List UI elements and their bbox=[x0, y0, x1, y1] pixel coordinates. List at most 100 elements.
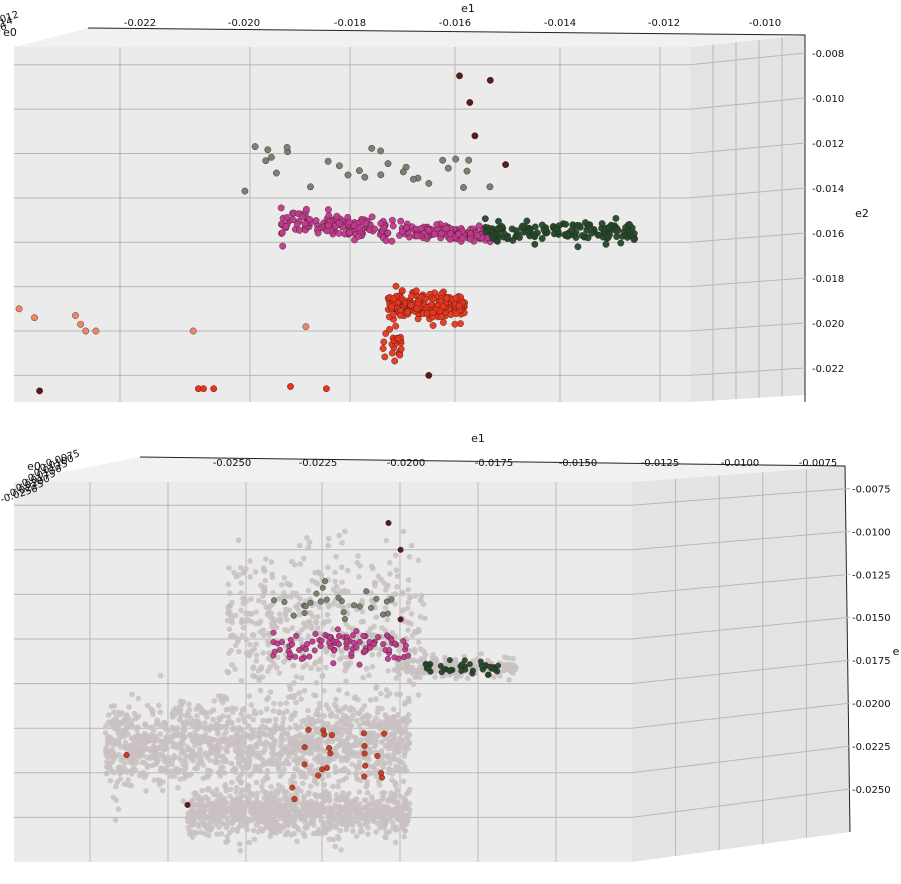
data-point bbox=[471, 132, 479, 140]
data-point bbox=[211, 698, 218, 704]
data-point bbox=[432, 674, 438, 680]
data-point bbox=[259, 741, 266, 747]
data-point bbox=[273, 624, 280, 631]
data-point bbox=[356, 603, 363, 610]
data-point bbox=[369, 722, 376, 729]
data-point bbox=[240, 595, 246, 602]
data-point bbox=[31, 314, 38, 322]
data-point bbox=[339, 821, 345, 827]
data-point bbox=[310, 746, 316, 752]
data-point bbox=[302, 603, 309, 610]
data-point bbox=[395, 816, 401, 822]
data-point bbox=[262, 157, 270, 165]
data-point bbox=[324, 764, 331, 771]
data-point bbox=[367, 644, 374, 651]
data-point bbox=[232, 747, 239, 754]
data-point bbox=[244, 748, 250, 755]
data-point bbox=[360, 730, 367, 737]
data-point bbox=[538, 235, 546, 242]
bottom-ylabel: e0 bbox=[27, 460, 41, 473]
data-point bbox=[437, 230, 445, 237]
data-point bbox=[439, 156, 447, 164]
data-point bbox=[345, 229, 353, 237]
data-point bbox=[333, 768, 340, 774]
data-point bbox=[224, 758, 230, 765]
data-point bbox=[375, 705, 381, 712]
data-point bbox=[137, 770, 144, 777]
data-point bbox=[299, 811, 306, 818]
gridline-side bbox=[631, 573, 851, 595]
data-point bbox=[277, 204, 285, 212]
data-point bbox=[345, 567, 351, 574]
data-point bbox=[342, 661, 349, 667]
data-point bbox=[218, 764, 224, 771]
data-point bbox=[158, 739, 164, 745]
data-point bbox=[400, 528, 407, 535]
data-point bbox=[344, 691, 350, 697]
data-point bbox=[227, 590, 233, 596]
data-point bbox=[228, 760, 235, 767]
data-point bbox=[385, 798, 391, 804]
data-point bbox=[386, 647, 393, 654]
data-point bbox=[261, 795, 267, 801]
data-point bbox=[516, 234, 523, 241]
z-tick-label: -0.0175 bbox=[852, 656, 891, 667]
data-point bbox=[256, 763, 263, 770]
data-point bbox=[439, 302, 447, 310]
x-tick-label: -0.0200 bbox=[387, 458, 426, 469]
data-point bbox=[298, 738, 305, 744]
data-point bbox=[325, 564, 331, 571]
data-point bbox=[156, 781, 163, 788]
data-point bbox=[135, 713, 142, 720]
data-point bbox=[447, 230, 454, 238]
data-point bbox=[204, 714, 210, 720]
data-point bbox=[156, 702, 162, 709]
data-point bbox=[290, 742, 297, 748]
data-point bbox=[425, 371, 433, 379]
data-point bbox=[294, 755, 300, 761]
data-point bbox=[371, 815, 378, 821]
data-point bbox=[223, 747, 229, 754]
data-point bbox=[226, 626, 233, 632]
data-point bbox=[181, 770, 188, 776]
data-point bbox=[272, 169, 280, 177]
data-point bbox=[282, 223, 290, 230]
data-point bbox=[279, 770, 286, 776]
data-point bbox=[208, 825, 215, 832]
data-point bbox=[345, 218, 353, 226]
data-point bbox=[568, 226, 575, 234]
data-point bbox=[156, 777, 163, 783]
data-point bbox=[337, 827, 343, 834]
data-point bbox=[373, 684, 380, 690]
data-point bbox=[270, 708, 277, 714]
data-point bbox=[144, 702, 151, 709]
data-point bbox=[150, 746, 156, 752]
x-tick-label: -0.0250 bbox=[213, 458, 252, 469]
data-point bbox=[267, 153, 275, 161]
data-point bbox=[408, 542, 415, 549]
data-point bbox=[192, 765, 198, 772]
data-point bbox=[122, 728, 128, 734]
data-point bbox=[234, 815, 241, 822]
data-point bbox=[237, 847, 244, 854]
data-point bbox=[406, 786, 413, 793]
data-point bbox=[359, 597, 365, 604]
data-point bbox=[291, 680, 297, 686]
data-point bbox=[361, 773, 368, 780]
x-tick-label: -0.018 bbox=[334, 18, 366, 29]
data-point bbox=[242, 719, 248, 725]
data-point bbox=[319, 673, 326, 680]
data-point bbox=[389, 819, 396, 826]
data-point bbox=[415, 639, 422, 646]
data-point bbox=[246, 760, 253, 767]
data-point bbox=[320, 756, 326, 762]
data-point bbox=[397, 217, 405, 225]
gridline-side bbox=[631, 487, 851, 506]
gridline-side bbox=[689, 142, 806, 154]
data-point bbox=[417, 596, 424, 603]
data-point bbox=[246, 693, 253, 699]
data-point bbox=[222, 783, 228, 789]
data-point bbox=[235, 537, 242, 544]
data-point bbox=[353, 644, 360, 651]
data-point bbox=[381, 353, 389, 361]
